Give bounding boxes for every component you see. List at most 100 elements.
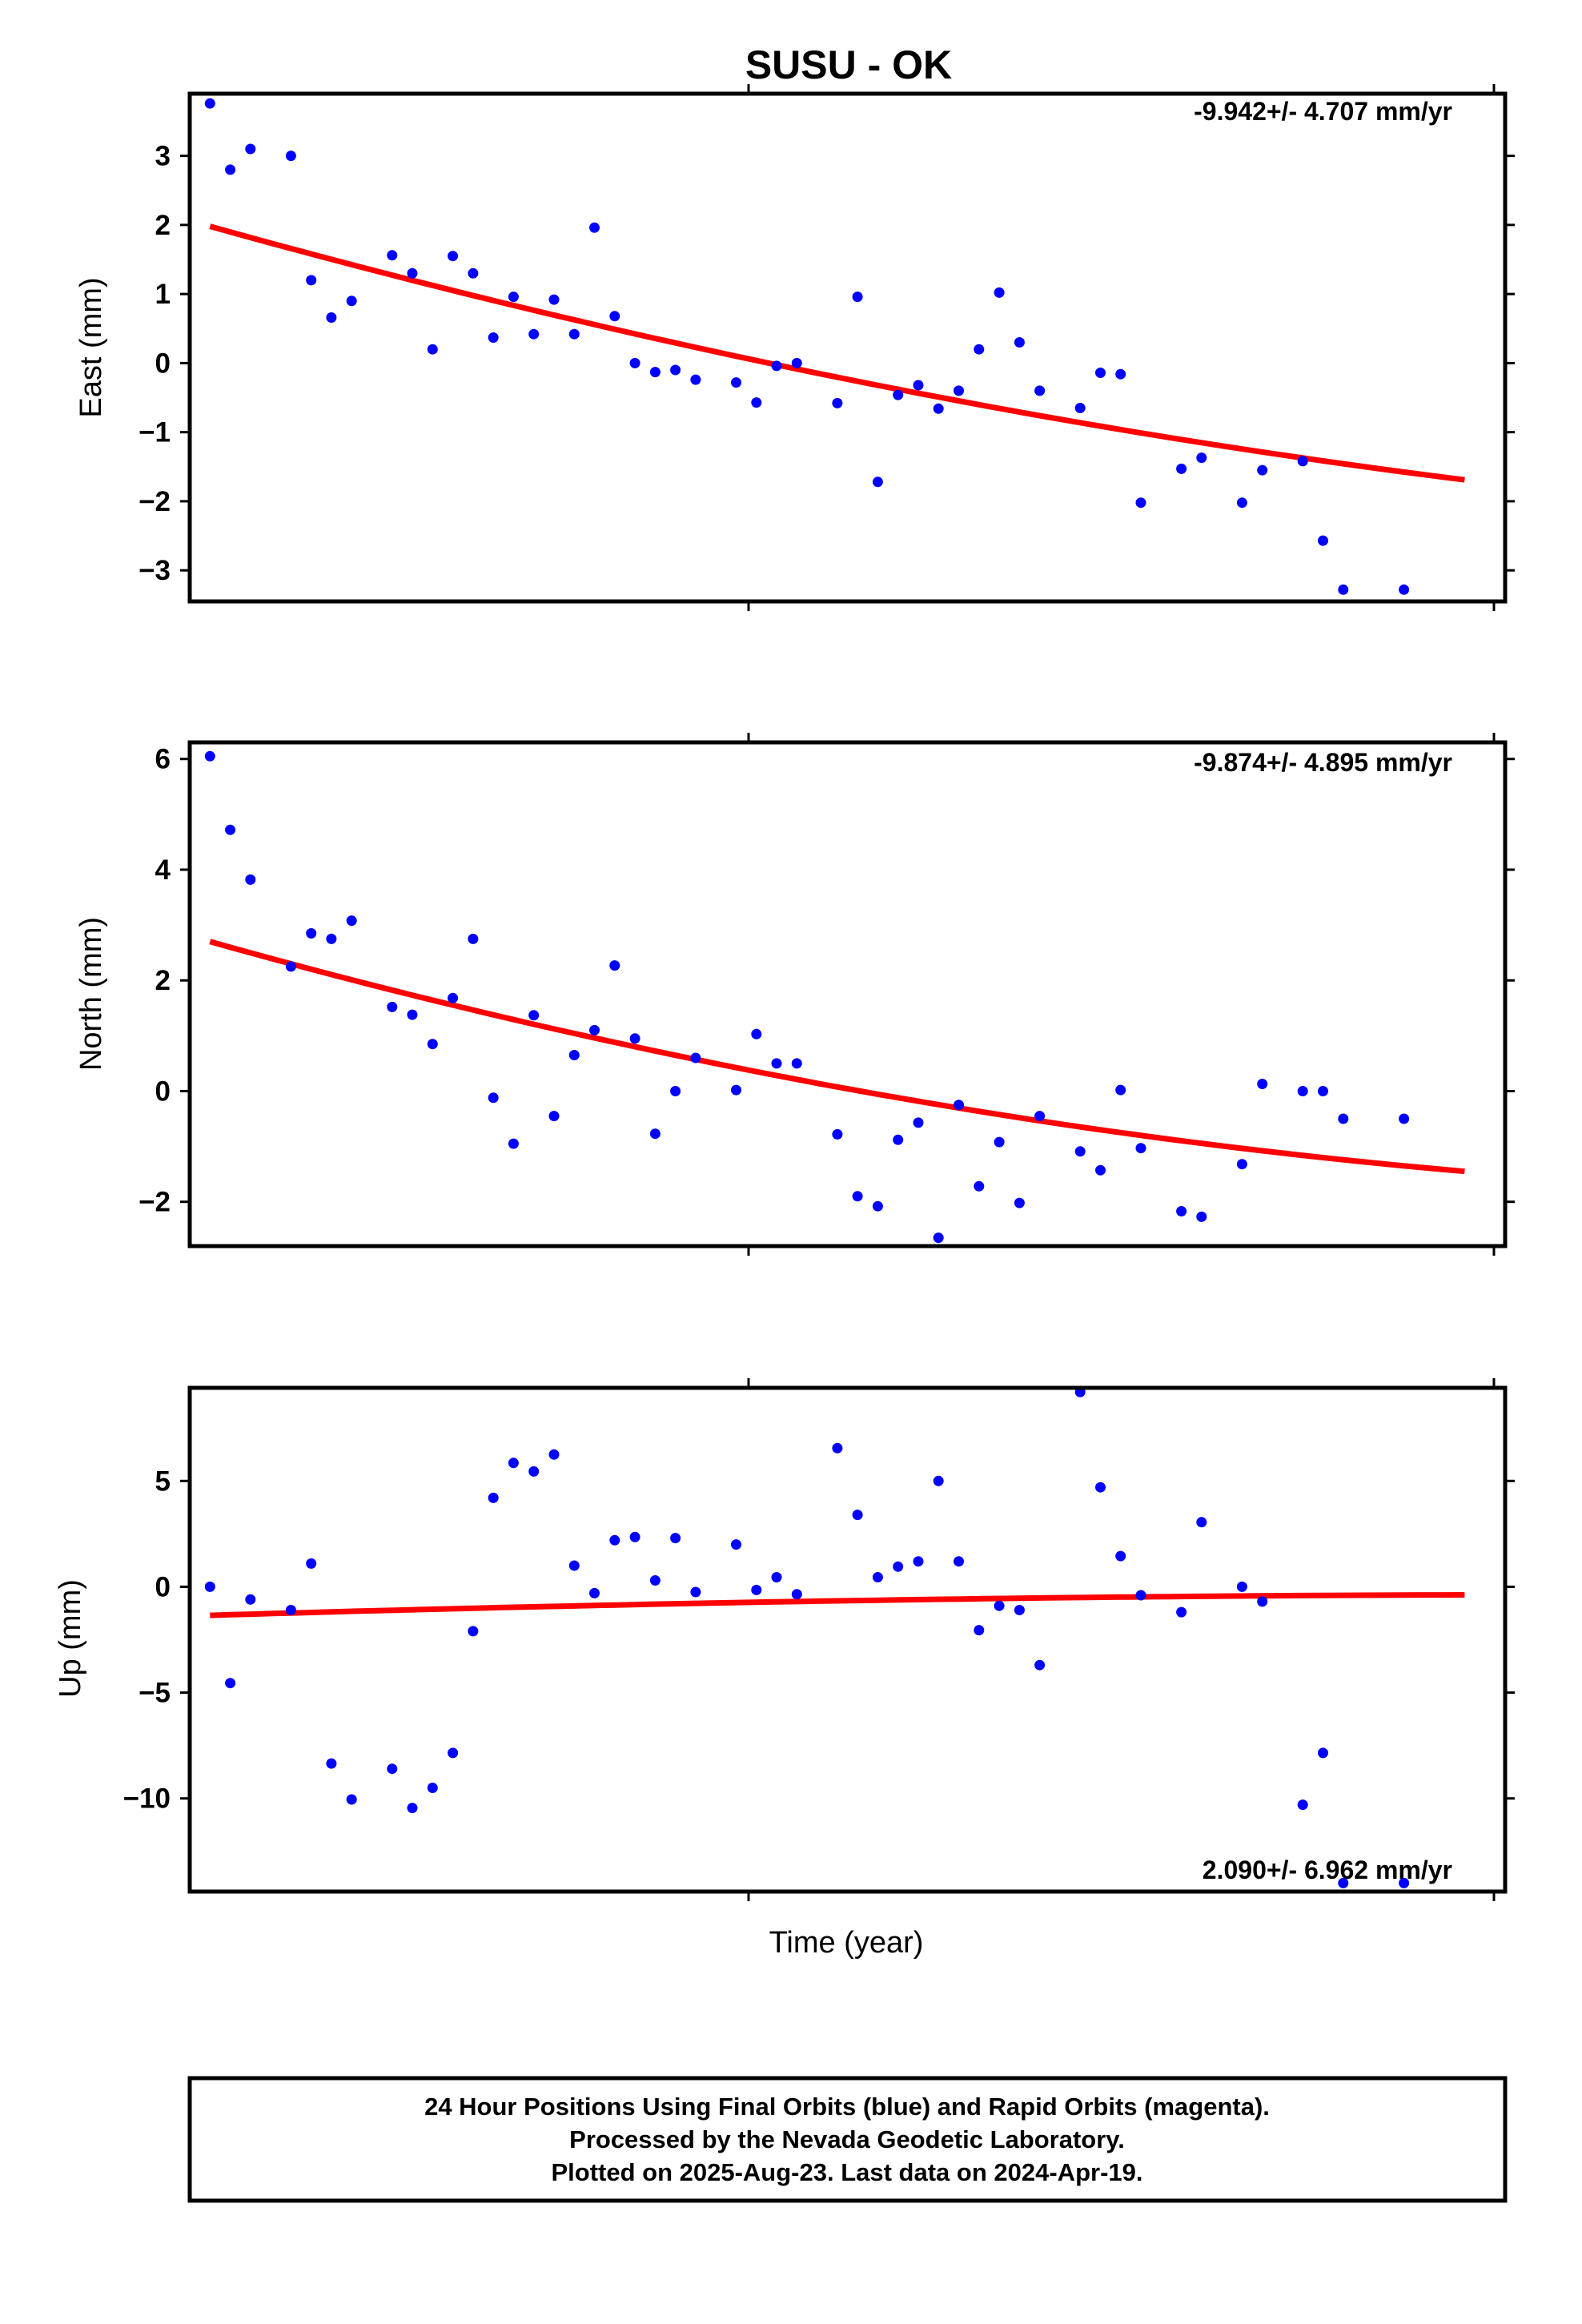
up-data-point bbox=[872, 1572, 883, 1582]
up-data-point bbox=[1176, 1606, 1187, 1618]
up-plot-frame bbox=[187, 1385, 1508, 1894]
north-data-point bbox=[488, 1092, 499, 1104]
east-data-point bbox=[468, 267, 479, 279]
footer-line-2: Processed by the Nevada Geodetic Laborat… bbox=[569, 2125, 1125, 2153]
up-data-point bbox=[1318, 1747, 1328, 1759]
north-data-point bbox=[407, 1009, 418, 1020]
north-ytick-label: 2 bbox=[155, 965, 171, 996]
up-data-point bbox=[649, 1575, 661, 1586]
north-data-point bbox=[1074, 1146, 1086, 1157]
east-ytick-label: −2 bbox=[139, 486, 171, 517]
up-data-point bbox=[589, 1587, 600, 1598]
east-data-point bbox=[306, 275, 317, 286]
east-ytick-label: −3 bbox=[139, 555, 171, 586]
north-data-point bbox=[690, 1052, 701, 1063]
east-data-point bbox=[245, 143, 256, 155]
north-data-point bbox=[568, 1050, 580, 1060]
north-data-point bbox=[1095, 1164, 1106, 1176]
north-data-point bbox=[387, 1001, 398, 1012]
up-data-point bbox=[285, 1605, 296, 1615]
north-data-point bbox=[1135, 1143, 1146, 1154]
north-data-point bbox=[913, 1117, 924, 1128]
up-rate-label: 2.090+/- 6.962 mm/yr bbox=[1203, 1856, 1452, 1884]
east-data-point bbox=[933, 403, 944, 414]
footer-frame bbox=[187, 2076, 1508, 2203]
east-data-point bbox=[1399, 584, 1410, 595]
up-data-point bbox=[568, 1560, 580, 1571]
up-data-point bbox=[1338, 1877, 1349, 1888]
east-data-point bbox=[731, 377, 741, 388]
north-data-point bbox=[448, 992, 459, 1003]
north-data-point bbox=[1034, 1111, 1046, 1122]
up-data-point bbox=[731, 1539, 741, 1550]
north-data-point bbox=[1338, 1113, 1349, 1124]
east-rate-label: -9.942+/- 4.707 mm/yr bbox=[1194, 97, 1452, 126]
east-data-point bbox=[1257, 464, 1268, 476]
north-data-point bbox=[994, 1136, 1005, 1148]
up-data-point bbox=[771, 1572, 782, 1582]
up-data-point bbox=[1257, 1596, 1268, 1607]
east-data-point bbox=[1196, 452, 1207, 464]
north-data-point bbox=[791, 1058, 802, 1069]
north-ytick-label: 4 bbox=[155, 854, 171, 886]
up-data-point bbox=[548, 1449, 560, 1460]
east-data-point bbox=[204, 98, 215, 109]
east-y-axis-label: East (mm) bbox=[74, 277, 108, 417]
east-data-point bbox=[852, 292, 863, 303]
north-data-point bbox=[1399, 1113, 1410, 1124]
north-data-point bbox=[1257, 1079, 1268, 1089]
north-data-point bbox=[832, 1128, 843, 1140]
east-data-point bbox=[346, 296, 357, 307]
up-data-point bbox=[954, 1556, 964, 1567]
north-data-point bbox=[528, 1010, 540, 1021]
north-data-point bbox=[1176, 1206, 1187, 1216]
east-data-point bbox=[407, 267, 418, 279]
up-data-point bbox=[1196, 1517, 1207, 1528]
up-ytick-label: 0 bbox=[155, 1571, 171, 1602]
east-ytick-label: −1 bbox=[139, 417, 171, 448]
north-data-point bbox=[306, 928, 317, 939]
north-data-point bbox=[893, 1134, 904, 1145]
east-data-point bbox=[1176, 463, 1187, 474]
north-data-point bbox=[589, 1024, 600, 1035]
east-data-point bbox=[568, 328, 580, 340]
footer-box: 24 Hour Positions Using Final Orbits (bl… bbox=[187, 2076, 1508, 2203]
east-ytick-label: 0 bbox=[155, 348, 171, 379]
x-axis-label: Time (year) bbox=[769, 1926, 924, 1960]
up-data-point bbox=[427, 1783, 438, 1793]
east-data-point bbox=[508, 292, 519, 303]
east-data-point bbox=[548, 294, 560, 305]
north-data-point bbox=[609, 960, 620, 971]
up-data-point bbox=[609, 1534, 620, 1546]
north-data-point bbox=[468, 933, 479, 944]
up-data-point bbox=[974, 1625, 985, 1636]
east-data-point bbox=[448, 251, 459, 262]
north-data-point bbox=[731, 1084, 741, 1096]
north-data-point bbox=[771, 1058, 782, 1069]
up-data-point bbox=[994, 1600, 1005, 1611]
north-data-point bbox=[326, 933, 337, 944]
east-data-point bbox=[1338, 584, 1349, 595]
up-data-point bbox=[1135, 1590, 1146, 1601]
up-data-point bbox=[508, 1458, 519, 1469]
up-data-point bbox=[468, 1626, 479, 1637]
north-data-point bbox=[1318, 1086, 1328, 1096]
up-data-point bbox=[751, 1584, 762, 1595]
up-data-point bbox=[670, 1533, 681, 1544]
east-data-point bbox=[1115, 368, 1126, 380]
footer-line-3: Plotted on 2025-Aug-23. Last data on 202… bbox=[551, 2158, 1142, 2186]
east-data-point bbox=[387, 250, 398, 261]
north-data-point bbox=[933, 1232, 944, 1244]
east-data-point bbox=[649, 367, 661, 378]
up-data-point bbox=[346, 1794, 357, 1805]
up-data-point bbox=[852, 1510, 863, 1521]
figure-title: SUSU - OK bbox=[745, 42, 952, 87]
up-data-point bbox=[1095, 1482, 1106, 1493]
east-data-point bbox=[1236, 497, 1247, 509]
north-data-point bbox=[974, 1180, 985, 1192]
east-ytick-label: 2 bbox=[155, 210, 171, 241]
north-ytick-label: −2 bbox=[139, 1187, 171, 1218]
east-data-point bbox=[690, 374, 701, 385]
east-data-point bbox=[225, 164, 236, 175]
